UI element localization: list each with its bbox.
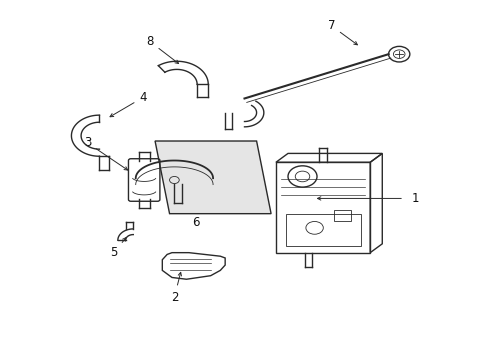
- Text: 2: 2: [170, 273, 181, 303]
- Text: 7: 7: [327, 19, 357, 45]
- Text: 6: 6: [191, 216, 199, 229]
- Polygon shape: [155, 141, 270, 214]
- Text: 8: 8: [146, 35, 178, 63]
- Text: 3: 3: [83, 136, 127, 170]
- Text: 5: 5: [110, 238, 126, 259]
- Bar: [275, 162, 369, 253]
- Text: 4: 4: [110, 91, 146, 117]
- Text: 1: 1: [410, 192, 418, 205]
- Bar: [285, 214, 360, 246]
